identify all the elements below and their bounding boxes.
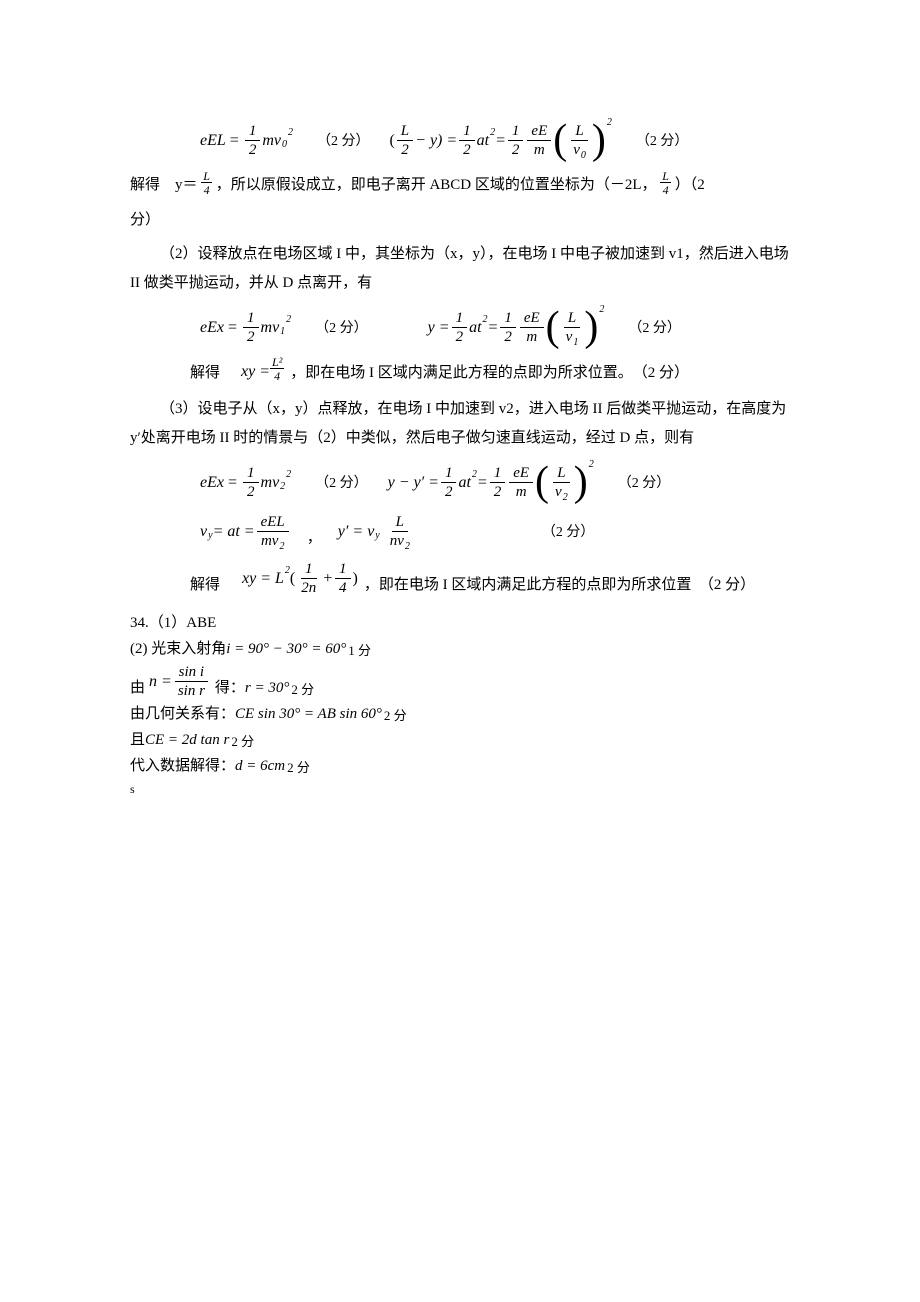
score-label: （2 分） bbox=[636, 131, 689, 159]
eq1-left: eEL = 12 mv02 bbox=[200, 122, 293, 159]
paragraph-2: （2）设释放点在电场区域 I 中，其坐标为（x，y），在电场 I 中电子被加速到… bbox=[130, 240, 790, 297]
paragraph-solve-1: 解得 y＝ L4 ，所以原假设成立，即电子离开 ABCD 区域的位置坐标为（－2… bbox=[130, 171, 790, 200]
paragraph-3: （3）设电子从（x，y）点释放，在电场 I 中加速到 v2，进入电场 II 后做… bbox=[130, 395, 790, 452]
eq2-left: eEx = 12 mv12 bbox=[200, 309, 291, 346]
eq3-right: y − y′ = 12 at2 = 12 eEm ( Lv2 ) 2 bbox=[388, 464, 594, 501]
eq3-left: eEx = 12 mv22 bbox=[200, 464, 291, 501]
eq2-right: y = 12 at2 = 12 eEm ( Lv1 ) 2 bbox=[428, 309, 605, 346]
q34-l7: s bbox=[130, 780, 790, 799]
solved-row-2: 解得 xy = L² 4 ，即在电场 I 区域内满足此方程的点即为所求位置。 （… bbox=[190, 358, 790, 385]
q34-l5: 且 CE = 2d tan r 2 分 bbox=[130, 728, 790, 752]
score-label: （2 分） bbox=[542, 522, 595, 550]
q34-l2: (2) 光束入射角 i = 90° − 30° = 60° 1 分 bbox=[130, 637, 790, 661]
question-34: 34.（1）ABE (2) 光束入射角 i = 90° − 30° = 60° … bbox=[130, 611, 790, 799]
equation-row-4: vy = at = eELmv2 ， y′ = vy Lnv2 （2 分） bbox=[200, 513, 790, 550]
eEL: eEL bbox=[200, 128, 226, 154]
score-label: （2 分） bbox=[317, 131, 370, 159]
q34-l6: 代入数据解得： d = 6cm 2 分 bbox=[130, 754, 790, 778]
equation-row-3: eEx = 12 mv22 （2 分） y − y′ = 12 at2 = 12… bbox=[200, 464, 790, 501]
eq1-right: ( L2 − y) = 12 at2 = 12 eEm ( Lv0 ) 2 bbox=[389, 122, 611, 159]
score-label: （2 分） bbox=[315, 318, 368, 346]
q34-l1: 34.（1）ABE bbox=[130, 611, 790, 635]
score-label: （2 分） bbox=[315, 473, 368, 501]
q34-l4: 由几何关系有： CE sin 30° = AB sin 60° 2 分 bbox=[130, 702, 790, 726]
equation-row-2: eEx = 12 mv12 （2 分） y = 12 at2 = 12 eEm … bbox=[200, 309, 790, 346]
para1-end: 分） bbox=[130, 206, 790, 235]
score-label: （2 分） bbox=[618, 473, 671, 501]
q34-l3: 由 n = sin isin r 得： r = 30° 2 分 bbox=[130, 663, 790, 700]
score-label: （2 分） bbox=[628, 318, 681, 346]
equation-row-1: eEL = 12 mv02 （2 分） ( L2 − y) = 12 at2 =… bbox=[200, 122, 790, 159]
solved-row-3: 解得 xy = L2 ( 12n + 14 ) ，即在电场 I 区域内满足此方程… bbox=[190, 560, 790, 597]
